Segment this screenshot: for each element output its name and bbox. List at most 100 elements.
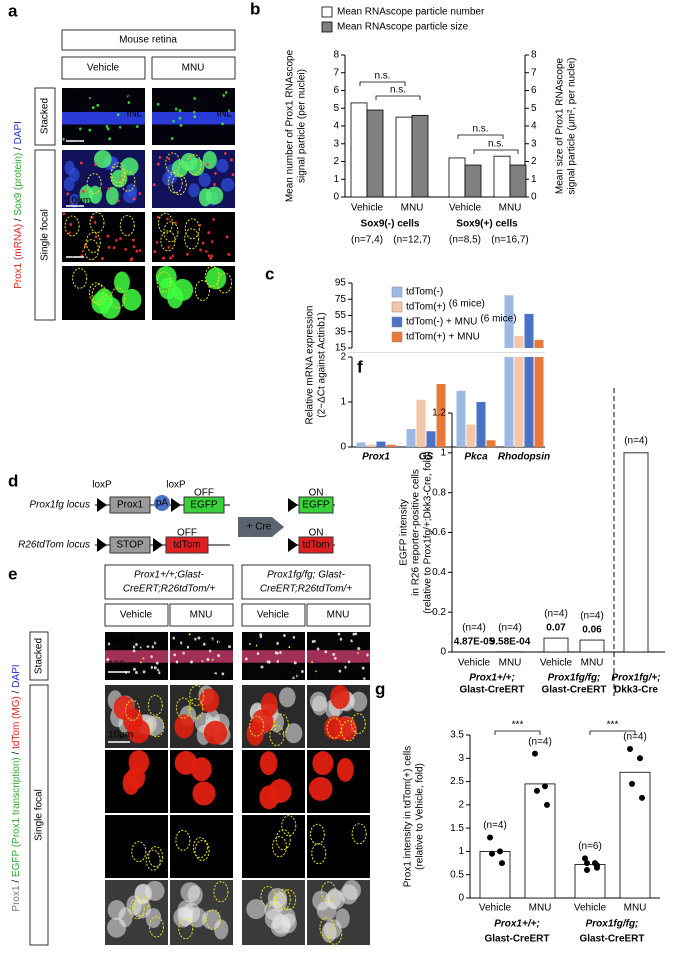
cell-outline: [120, 170, 136, 192]
cell-outline: [189, 685, 205, 707]
layer-label: INL: [216, 109, 232, 120]
data-point: [629, 780, 635, 787]
data-point: [532, 750, 538, 757]
bar-note: (n=4): [623, 732, 647, 743]
bar: [543, 637, 569, 653]
cell: [227, 252, 231, 256]
y-tick-label: 2: [340, 352, 346, 363]
group-label: Prox1fg/+;: [611, 673, 660, 684]
side-label-part: Prox1 (mRNA): [13, 224, 24, 289]
bar: [493, 155, 511, 198]
cell: [194, 637, 197, 641]
layer-label: ONL: [209, 638, 230, 649]
cell: [335, 908, 350, 929]
x-tick-label: MNU: [499, 203, 522, 214]
annotation: n.s.: [374, 71, 390, 82]
cell: [217, 654, 221, 658]
y-axis-label: (2−ΔCt against Actinb1): [317, 312, 328, 417]
day-label: Day 4: [66, 91, 93, 102]
cell-outline: [110, 287, 126, 309]
loxp-label: loxP: [166, 480, 186, 491]
frame: [241, 603, 306, 627]
cell: [174, 714, 194, 739]
cell: [167, 157, 171, 161]
cell: [352, 632, 356, 636]
cell: [81, 249, 84, 253]
x-tick-label: Vehicle: [458, 658, 491, 669]
panel-label: b: [250, 0, 260, 18]
cell: [212, 218, 215, 222]
y-tick-label: 0: [440, 647, 446, 658]
cell: [338, 669, 342, 673]
cell-outline: [85, 231, 101, 253]
cell: [214, 171, 217, 175]
y-tick-label: 0.8: [432, 487, 446, 498]
y-tick-label: 7: [333, 67, 339, 78]
image-bg: [105, 815, 168, 878]
cell: [162, 256, 165, 260]
gene-label: EGFP: [302, 500, 330, 511]
cell: [211, 637, 214, 641]
cell: [216, 640, 220, 644]
cell-outline: [281, 889, 297, 911]
side-label: Prox1 / EGFP (Prox1 transcription) / tdT…: [11, 664, 22, 911]
cell: [63, 177, 75, 192]
cell: [180, 641, 183, 645]
cell: [96, 103, 100, 107]
row-label: Stacked: [40, 98, 51, 134]
data-point: [544, 801, 550, 808]
cell: [135, 643, 138, 647]
cell: [112, 246, 116, 250]
bar: [504, 295, 514, 348]
cell: [127, 101, 131, 105]
bar: [623, 452, 649, 653]
data-point: [487, 834, 493, 841]
cell: [188, 633, 191, 636]
cell: [114, 271, 130, 294]
bar: [366, 444, 376, 447]
gene-box: [298, 496, 334, 514]
y-axis-label: EGFP intensity: [399, 499, 410, 566]
cell: [155, 661, 159, 665]
cell: [174, 107, 178, 111]
cell: [292, 676, 295, 680]
micro-image: [170, 880, 233, 945]
cell-outline: [281, 815, 297, 837]
cre-arrow: [238, 517, 284, 537]
cell-outline: [272, 836, 288, 858]
cell: [225, 90, 228, 94]
bar-note: (n=4): [544, 609, 568, 620]
cell: [203, 720, 228, 745]
cell: [116, 113, 120, 117]
genotype: Prox1+/+;Glast-: [134, 570, 205, 581]
micro-image: [62, 88, 145, 145]
value-label: 9.58E-04: [490, 636, 531, 647]
y-tick-label: 0.2: [432, 607, 446, 618]
gene-box: [165, 536, 209, 554]
group-label: Sox9(-) cells: [361, 219, 420, 230]
x-tick-label: Vehicle: [449, 203, 482, 214]
cell: [126, 183, 138, 198]
day-label: Day 4: [108, 634, 135, 645]
cell: [316, 647, 320, 651]
cell: [68, 231, 71, 235]
value-label: 4.87E-05: [454, 637, 495, 648]
cell: [210, 254, 214, 258]
legend-label: tdTom(-) + MNU: [406, 317, 477, 328]
cell: [170, 136, 174, 140]
image-bg: [152, 212, 235, 262]
cell: [91, 106, 95, 110]
cell: [284, 723, 303, 744]
y-tick-label: 2.5: [450, 776, 464, 787]
legend-label: tdTom(-): [406, 287, 443, 298]
bar-note: (n=4): [624, 435, 648, 446]
cell: [131, 238, 135, 242]
side-label-part: DAPI: [13, 121, 24, 144]
cell-outline: [269, 724, 285, 746]
cell-outline: [148, 846, 164, 868]
image-band: [105, 650, 168, 663]
cell: [173, 653, 176, 657]
y-axis-label: (relative to Prox1fg/+;Dkk3-Cre, fold): [423, 451, 434, 614]
cell: [201, 660, 204, 663]
loxp-site: [153, 538, 163, 552]
